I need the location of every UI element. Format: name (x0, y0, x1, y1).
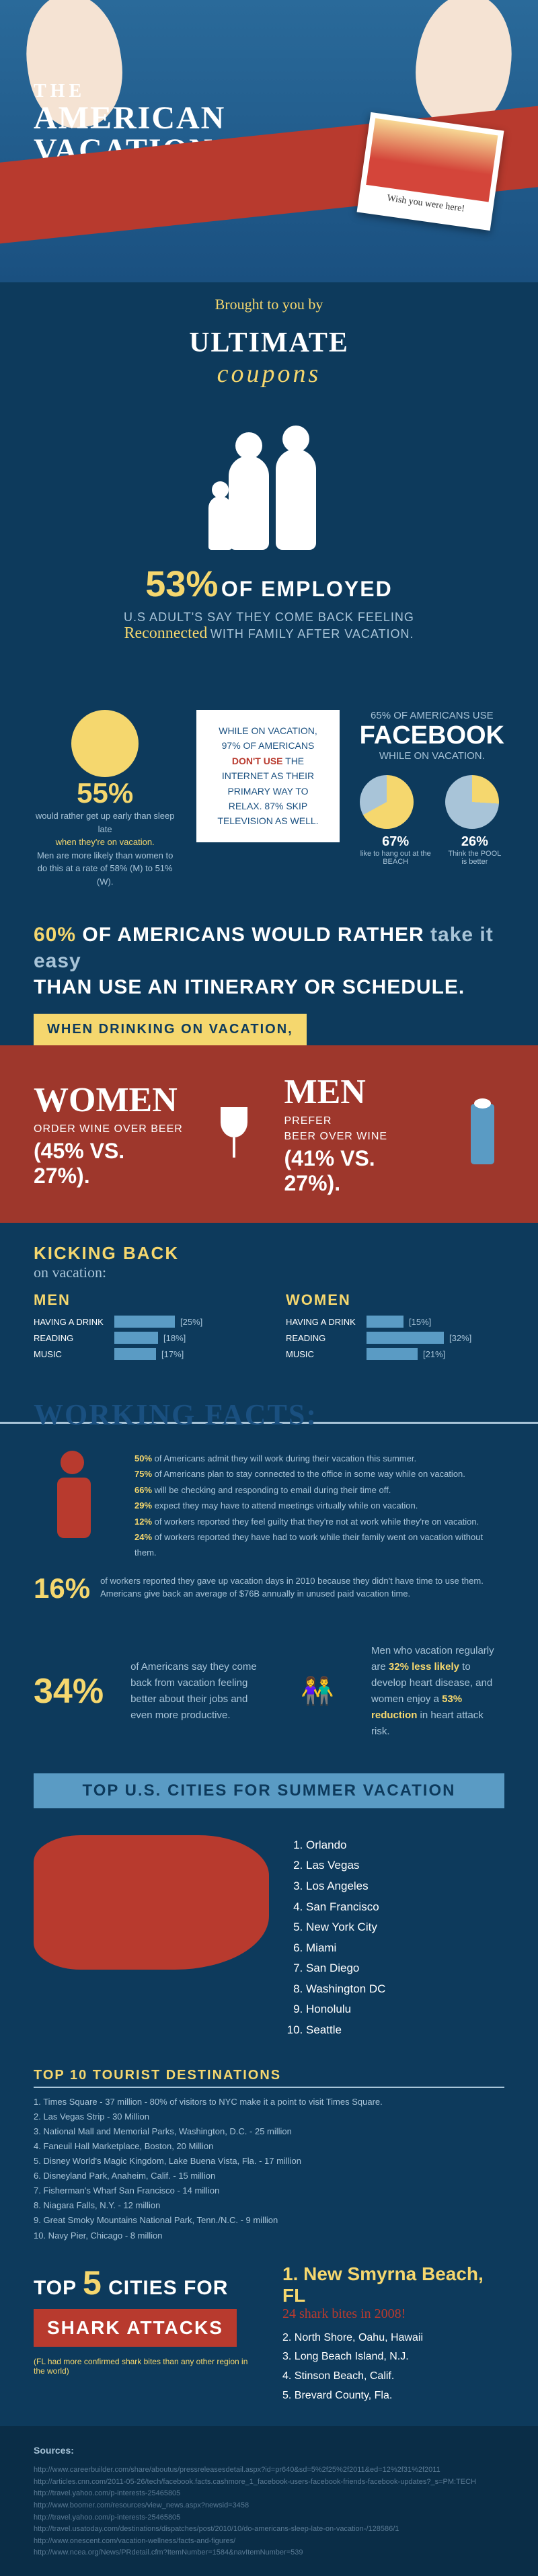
postcard: Wish you were here! (357, 112, 504, 231)
kickback-women: WOMEN HAVING A DRINK[15%]READING[32%]MUS… (286, 1291, 504, 1364)
hero-section: THE AMERICAN VACATION Wish you were here… (0, 0, 538, 282)
wine-icon (221, 1107, 247, 1161)
stat-55-sun: 55% would rather get up early than sleep… (34, 710, 176, 888)
pie-pool: 26% Think the POOL is better (445, 775, 504, 866)
top10-list: 1. Times Square - 37 million - 80% of vi… (0, 2095, 538, 2243)
walker-icon (47, 1451, 101, 1558)
pie-beach: 67% like to hang out at the BEACH (360, 775, 432, 866)
brought-by: Brought to you by (0, 282, 538, 327)
internet-stat-box: WHILE ON VACATION, 97% OF AMERICANS DON'… (196, 710, 339, 842)
top10-header: TOP 10 TOURIST DESTINATIONS (34, 2068, 504, 2088)
shark-section: TOP 5 CITIES FOR SHARK ATTACKS (FL had m… (0, 2243, 538, 2426)
ultimate-coupons-logo: ULTIMATE coupons (0, 327, 538, 409)
usa-map-section: OrlandoLas VegasLos AngelesSan Francisco… (0, 1822, 538, 2054)
working-facts-header: WORKING FACTS: (0, 1398, 538, 1424)
drinking-section: WOMEN ORDER WINE OVER BEER (45% VS. 27%)… (0, 1045, 538, 1223)
couple-icon: 👫 (291, 1675, 344, 1707)
beer-icon (471, 1104, 494, 1164)
working-facts: 50% of Americans admit they will work du… (0, 1437, 538, 1574)
top-cities-header: TOP U.S. CITIES FOR SUMMER VACATION (34, 1773, 504, 1808)
drinking-header: WHEN DRINKING ON VACATION, (34, 1014, 307, 1045)
sun-icon (71, 710, 139, 777)
kickback-section: KICKING BACK on vacation: MEN HAVING A D… (0, 1223, 538, 1384)
stat-60-itinerary: 60% OF AMERICANS WOULD RATHER take it ea… (0, 908, 538, 1014)
sources-section: Sources: http://www.careerbuilder.com/sh… (0, 2426, 538, 2576)
kickback-men: MEN HAVING A DRINK[25%]READING[18%]MUSIC… (34, 1291, 252, 1364)
facebook-stat: 65% OF AMERICANS USE FACEBOOK WHILE ON V… (360, 710, 504, 866)
stat-53-employed: 53% OF EMPLOYED U.S ADULT'S SAY THEY COM… (0, 409, 538, 663)
stat-34-row: 34% of Americans say they come back from… (0, 1623, 538, 1760)
family-icon (208, 429, 330, 550)
usa-map-icon (34, 1835, 269, 1970)
